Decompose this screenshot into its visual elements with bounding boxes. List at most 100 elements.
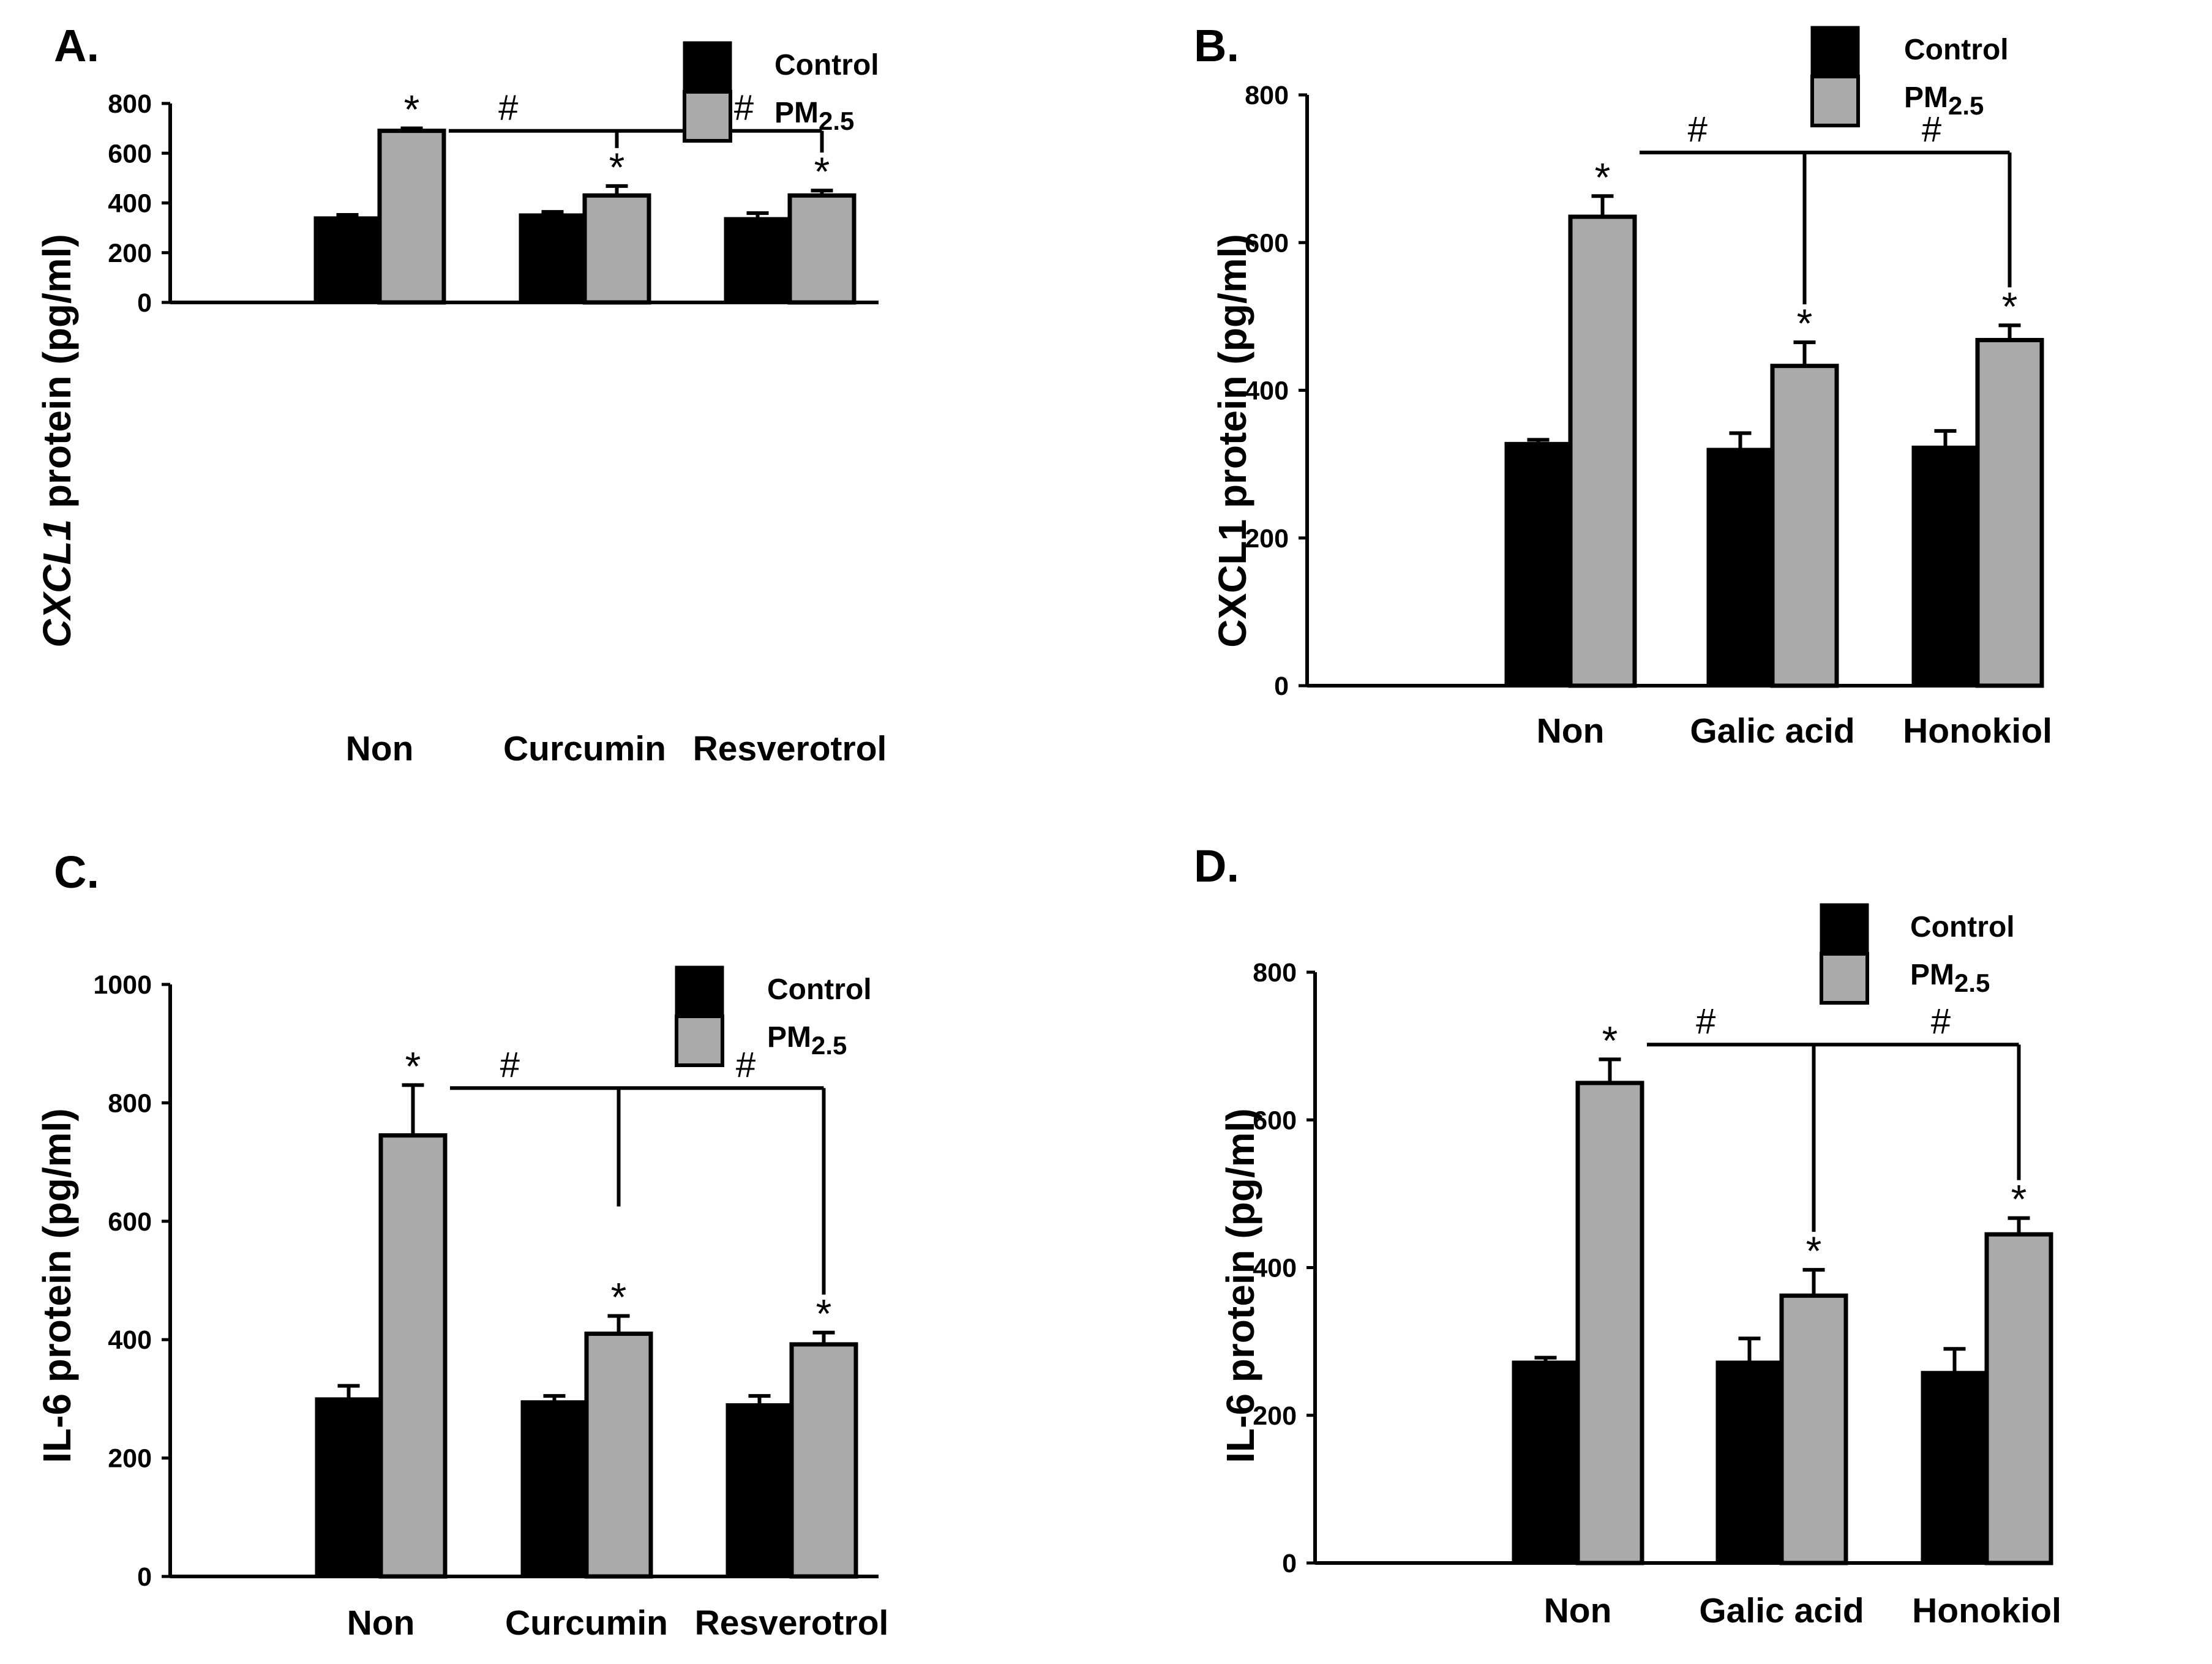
legend-label-pm25-subscript: 2.5 [1948, 91, 1984, 120]
bar-pm25-3 [787, 193, 857, 305]
bar-pm25-3 [1984, 1232, 2053, 1565]
y-axis-title: CXCL1 protein (pg/ml) [35, 234, 79, 648]
x-category-label: Non [1544, 1591, 1612, 1630]
y-tick-label: 0 [1274, 672, 1289, 701]
y-axis-title: IL-6 protein (pg/ml) [35, 1108, 79, 1463]
bar-control-1 [315, 1397, 383, 1578]
y-axis-title-text: protein (pg/ml) [35, 234, 79, 519]
x-category-label: Resverotrol [695, 1603, 889, 1643]
comparison-hash-mark: # [1931, 1002, 1951, 1041]
chart-panel-d: D. IL-6 protein (pg/ml) 0 200 400 600 800 Non Ga… [1194, 841, 2061, 1630]
x-category-label: Curcumin [505, 1603, 668, 1643]
bar-control-3 [1921, 1371, 1989, 1565]
panel-label: D. [1194, 841, 1239, 891]
y-axis-title: CXCL1 protein (pg/ml) [1210, 234, 1254, 648]
panel-label: A. [54, 20, 99, 71]
legend-label-pm25: PM2.5 [1910, 959, 1990, 997]
legend: Control PM2.5 [675, 965, 872, 1067]
y-axis-title-italic: CXCL1 [35, 519, 79, 648]
y-tick-label: 800 [1253, 958, 1297, 988]
y-tick-label: 200 [108, 239, 152, 268]
y-tick-label: 200 [108, 1444, 152, 1474]
bar-pm25-2 [584, 1332, 653, 1579]
bar-pm25-2 [582, 193, 651, 305]
legend-label-control: Control [1910, 911, 2015, 943]
bar-pm25-2 [1779, 1293, 1848, 1565]
legend-label-pm25-prefix: PM [1910, 959, 1954, 991]
bar-control-1 [1512, 1360, 1580, 1565]
legend-label-pm25-subscript: 2.5 [1954, 969, 1990, 997]
chart-panel-b: B. CXCL1 protein (pg/ml) 0 200 400 600 800 Non G… [1194, 20, 2052, 751]
bar-control-3 [1911, 445, 1979, 688]
legend-label-pm25-prefix: PM [767, 1021, 811, 1054]
bar-pm25-2 [1770, 364, 1839, 688]
y-tick-label: 400 [108, 1325, 152, 1355]
y-tick-label: 800 [108, 1089, 152, 1118]
bar-control-2 [1706, 448, 1774, 688]
x-category-label: Honokiol [1903, 711, 2052, 751]
panel-label: B. [1194, 20, 1239, 71]
x-category-label: Galic acid [1690, 711, 1854, 751]
comparison-hash-mark: # [500, 1045, 520, 1085]
bar-control-2 [1715, 1360, 1783, 1565]
bar-control-2 [519, 213, 587, 304]
comparison-hash-mark: # [1688, 110, 1708, 149]
significance-star: * [609, 144, 625, 190]
bar-control-2 [520, 1400, 588, 1578]
legend-swatch-control [683, 41, 732, 94]
x-category-label: Curcumin [503, 729, 666, 768]
y-axis-title-text: CXCL1 protein (pg/ml) [1210, 234, 1254, 648]
chart-panel-c: C. IL-6 protein (pg/ml) 0 200 400 600 800 1000 N… [35, 847, 888, 1643]
legend-label-pm25: PM2.5 [774, 97, 854, 135]
y-tick-label: 400 [1245, 377, 1289, 406]
significance-star: * [2002, 283, 2018, 329]
significance-star: * [814, 149, 830, 194]
y-tick-label: 1000 [93, 970, 152, 1000]
legend-label-pm25-subscript: 2.5 [811, 1031, 847, 1060]
legend-swatch-control [1820, 903, 1869, 956]
bar-pm25-1 [378, 1133, 448, 1579]
legend-label-control: Control [1904, 34, 2009, 66]
legend-label-pm25-prefix: PM [774, 97, 819, 129]
x-category-label: Honokiol [1912, 1591, 2061, 1630]
legend: Control PM2.5 [683, 41, 879, 143]
significance-star: * [816, 1291, 832, 1336]
legend-swatch-control [1810, 26, 1860, 78]
y-tick-label: 0 [137, 288, 152, 318]
significance-star: * [2011, 1177, 2027, 1222]
comparison-hash-mark: # [734, 88, 754, 128]
legend-swatch-control [675, 965, 724, 1018]
panel-label: C. [54, 847, 99, 898]
bar-pm25-3 [789, 1342, 858, 1579]
legend-swatch-pm25 [1810, 75, 1860, 127]
significance-star: * [1806, 1228, 1822, 1273]
bar-pm25-1 [1575, 1081, 1644, 1565]
bar-control-1 [1504, 441, 1572, 688]
x-category-label: Non [346, 729, 414, 768]
significance-star: * [1602, 1018, 1618, 1063]
comparison-hash-mark: # [1922, 110, 1941, 149]
bar-control-3 [725, 1403, 793, 1578]
y-tick-label: 600 [1245, 228, 1289, 258]
y-tick-label: 400 [108, 189, 152, 219]
comparison-hash-mark: # [498, 88, 518, 128]
x-category-label: Galic acid [1699, 1591, 1864, 1630]
legend: Control PM2.5 [1810, 26, 2009, 127]
bar-control-1 [313, 216, 381, 304]
legend: Control PM2.5 [1820, 903, 2015, 1005]
y-tick-label: 200 [1253, 1401, 1297, 1431]
y-tick-label: 600 [108, 139, 152, 168]
comparison-hash-mark: # [736, 1045, 755, 1085]
bar-pm25-3 [1975, 337, 2044, 688]
y-tick-label: 400 [1253, 1254, 1297, 1283]
y-axis-title-text: IL-6 protein (pg/ml) [35, 1108, 79, 1463]
y-tick-label: 200 [1245, 524, 1289, 553]
y-tick-label: 600 [108, 1207, 152, 1237]
y-tick-label: 0 [137, 1562, 152, 1592]
x-category-label: Resverotrol [693, 729, 887, 768]
legend-label-control: Control [774, 49, 879, 81]
y-tick-label: 800 [1245, 81, 1289, 110]
legend-label-pm25: PM2.5 [767, 1021, 847, 1060]
significance-star: * [1595, 154, 1611, 200]
